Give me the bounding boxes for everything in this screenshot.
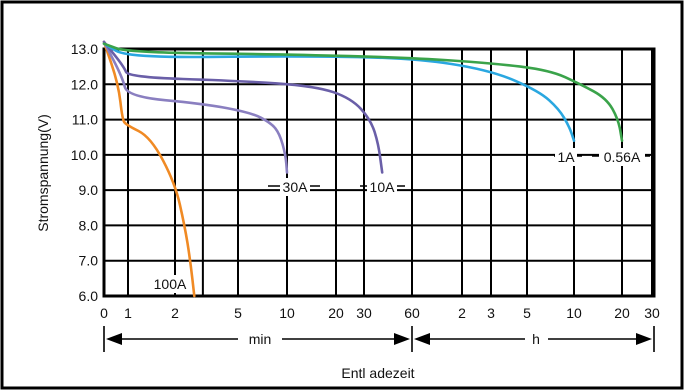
- x-tick-label: 10: [279, 305, 295, 321]
- series-label-bg: [280, 178, 310, 196]
- series-label-bg: [599, 148, 645, 166]
- arrow-heads: [106, 333, 652, 345]
- x-tick-label: 5: [234, 305, 242, 321]
- x-tick-label: 20: [614, 305, 630, 321]
- x-tick-label: 3: [487, 305, 495, 321]
- y-axis-label: Stromspannung(V): [35, 114, 51, 232]
- x-tick-label: 2: [171, 305, 179, 321]
- y-tick-label: 10.0: [71, 147, 98, 163]
- x-tick-label: 30: [356, 305, 372, 321]
- x-unit-right-label: h: [532, 331, 540, 347]
- series-line-0-56a: [102, 42, 624, 142]
- x-tick-label: 5: [523, 305, 531, 321]
- x-tick-label: 1: [124, 305, 132, 321]
- y-ticks: 13.0 12.0 11.0 10.0 9.0 8.0 7.0 6.0: [71, 41, 98, 304]
- series-labels: 100A 30A 10A 1A 0.56A: [151, 148, 650, 293]
- x-ticks: 0 1 2 5 10 20 30 60 2 3 5 10 20 30: [100, 305, 660, 321]
- series-line-1a: [102, 42, 576, 142]
- series-label-30a: 30A: [283, 179, 309, 195]
- series-label-1a: 1A: [557, 149, 575, 165]
- series-line-10a: [102, 40, 384, 174]
- series-group: [102, 40, 624, 298]
- y-tick-label: 9.0: [79, 182, 99, 198]
- series-label-100a: 100A: [154, 276, 187, 292]
- series-line-30a: [102, 40, 289, 174]
- x-tick-label: 2: [458, 305, 466, 321]
- x-unit-left-label: min: [249, 331, 272, 347]
- y-tick-label: 6.0: [79, 288, 99, 304]
- series-label-0-56a: 0.56A: [604, 149, 641, 165]
- y-tick-label: 8.0: [79, 217, 99, 233]
- y-tick-label: 12.0: [71, 76, 98, 92]
- y-tick-label: 7.0: [79, 253, 99, 269]
- y-tick-label: 13.0: [71, 41, 98, 57]
- x-axis-label: Entl adezeit: [341, 365, 414, 381]
- series-line-100a: [102, 40, 196, 298]
- unit-arrows: [103, 326, 655, 352]
- series-label-10a: 10A: [370, 179, 396, 195]
- x-tick-label: 10: [566, 305, 582, 321]
- plot-area: [102, 47, 656, 298]
- series-label-bg: [555, 148, 577, 166]
- series-label-bg: [367, 178, 397, 196]
- y-tick-label: 11.0: [72, 112, 98, 128]
- x-tick-label: 0: [100, 305, 108, 321]
- x-tick-label: 30: [644, 305, 660, 321]
- x-tick-label: 20: [328, 305, 344, 321]
- x-tick-label: 60: [404, 305, 420, 321]
- series-label-bg: [151, 275, 189, 293]
